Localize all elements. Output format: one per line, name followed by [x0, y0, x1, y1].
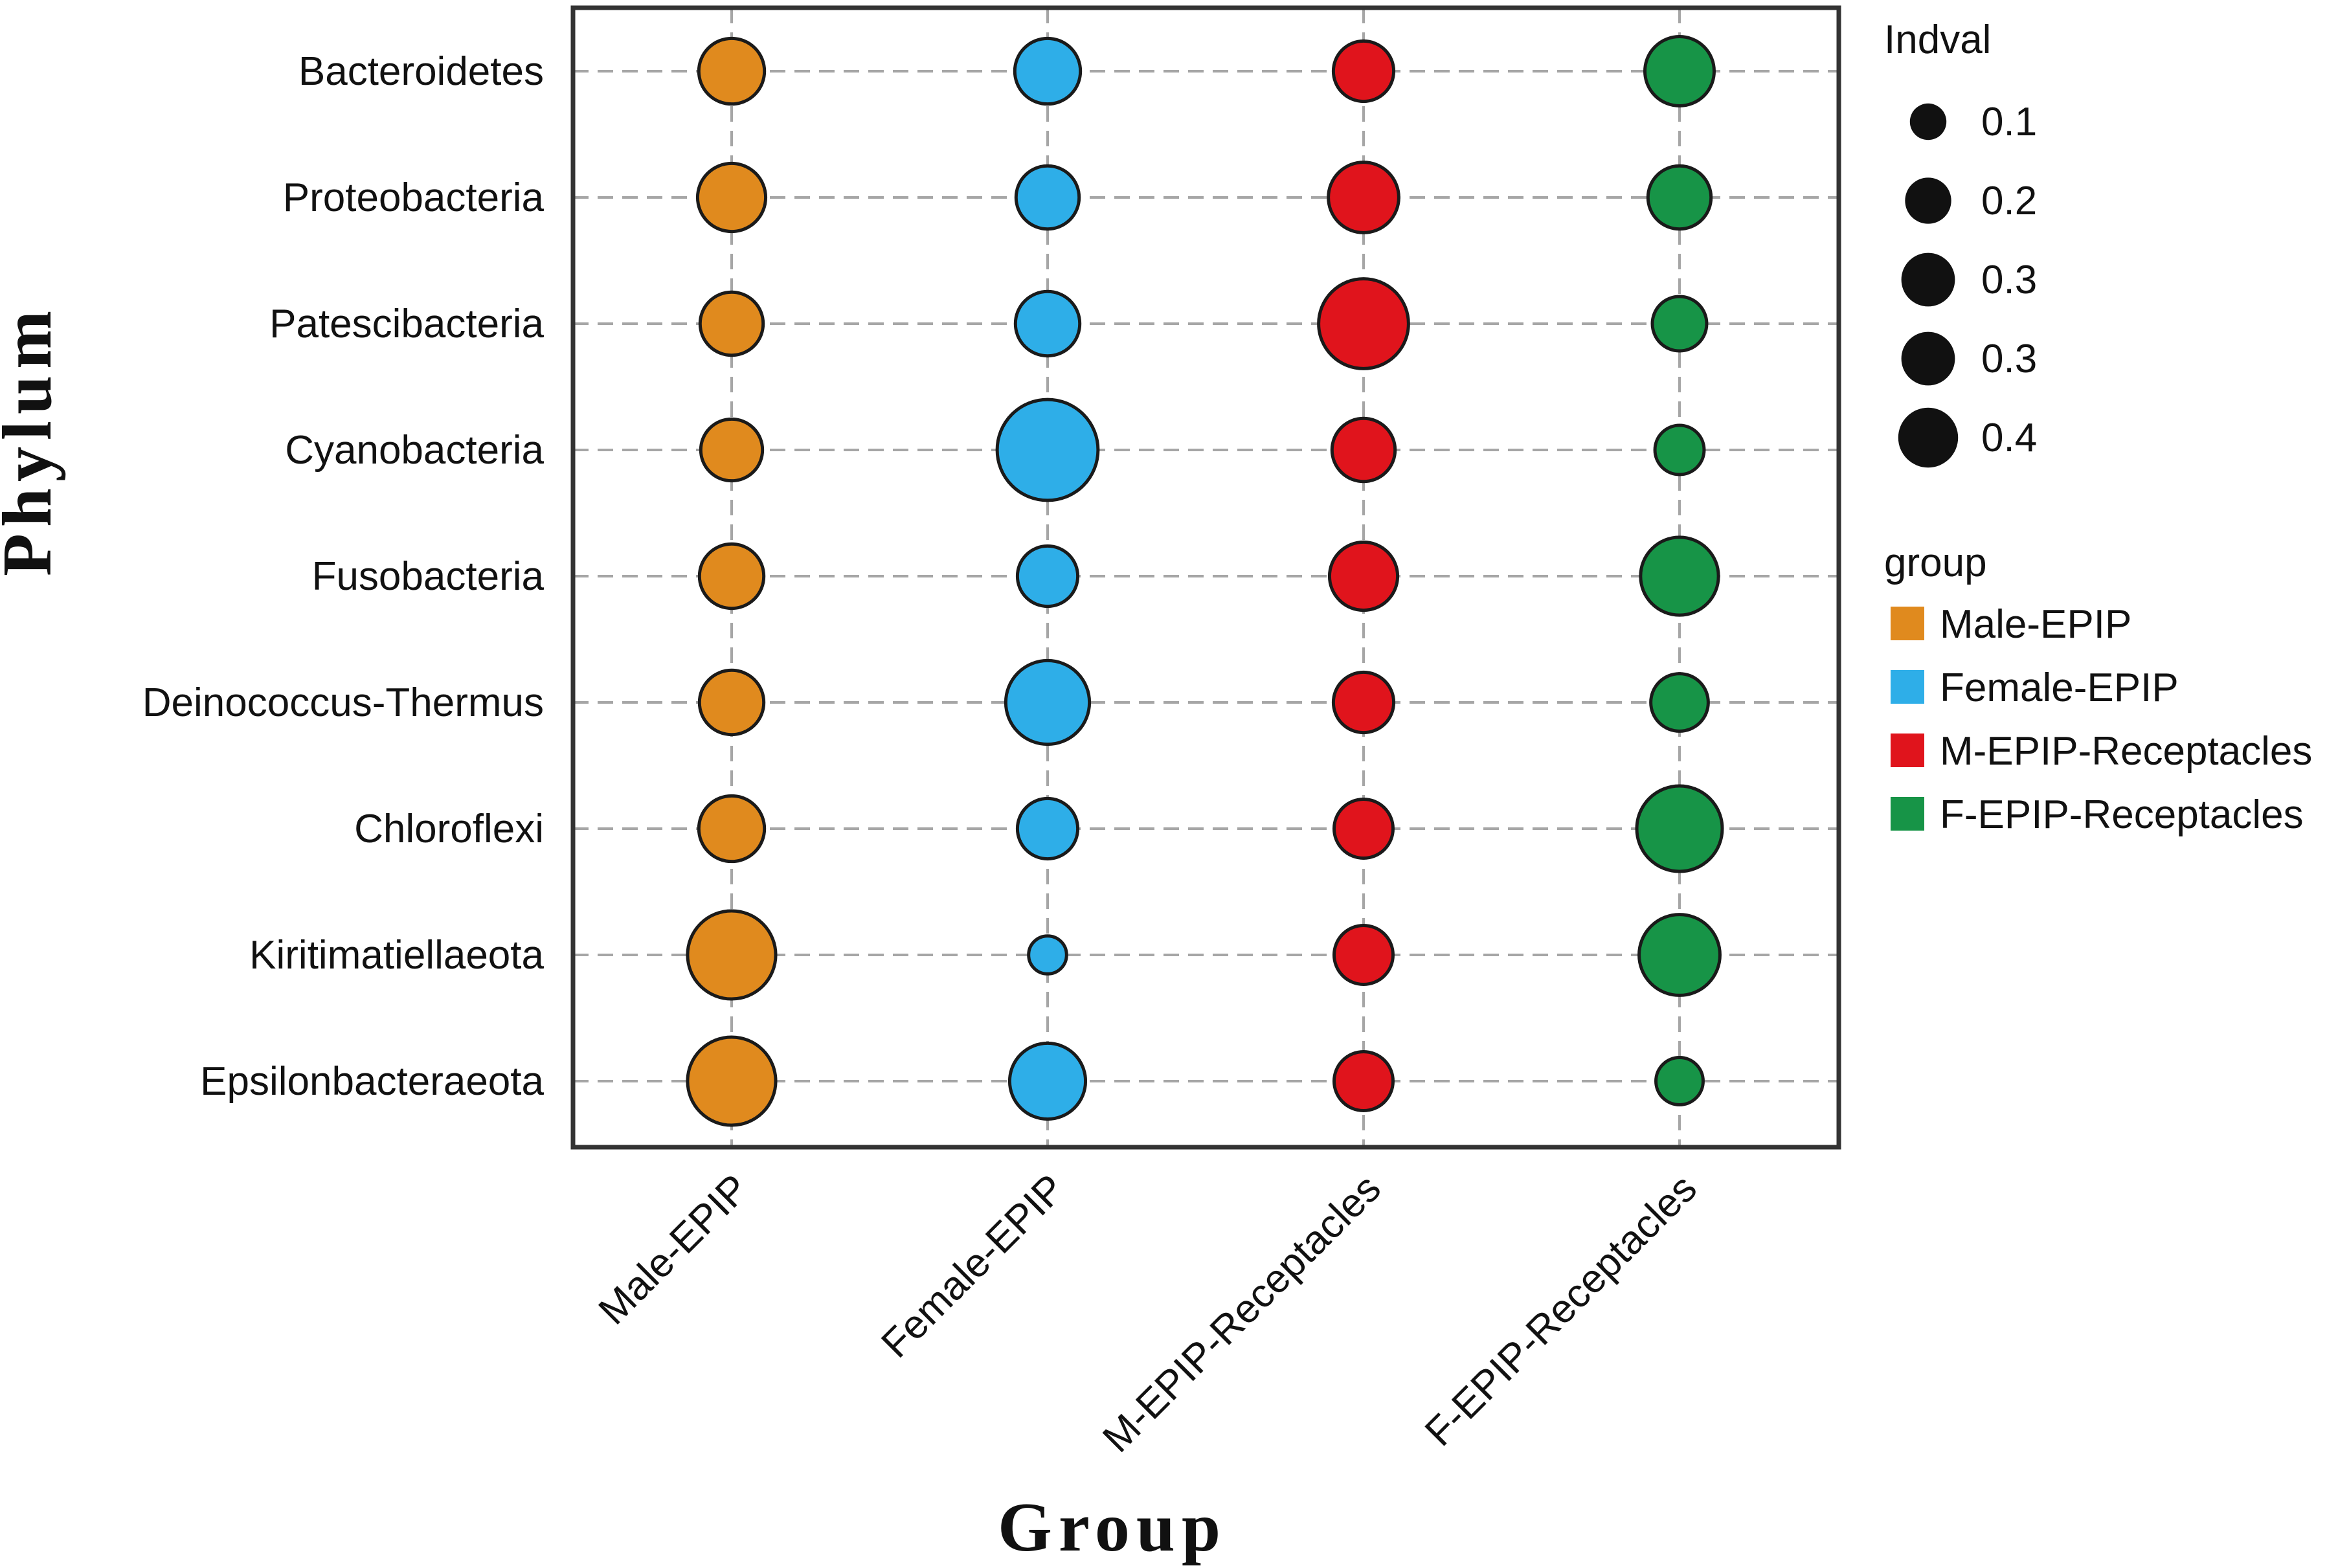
size-legend-label: 0.1: [1981, 100, 2037, 144]
color-legend-swatch: [1891, 797, 1924, 831]
size-legend-dot: [1909, 103, 1947, 140]
bubble-male-epip-cyanobacteria: [699, 417, 765, 483]
bubble-female-epip-fusobacteria: [1015, 544, 1080, 609]
y-tick-label: Chloroflexi: [354, 807, 544, 851]
x-tick-label: Female-EPIP: [873, 1166, 1073, 1366]
color-legend-swatch: [1891, 607, 1924, 640]
y-tick-label: Kiritimatiellaeota: [249, 933, 544, 978]
bubble-m-epip-receptacles-patescibacteria: [1317, 277, 1410, 370]
bubble-female-epip-deinococcus-thermus: [1004, 658, 1092, 746]
bubble-male-epip-proteobacteria: [695, 161, 768, 234]
y-tick-label: Bacteroidetes: [298, 49, 544, 94]
color-legend: Male-EPIP Female-EPIP M-EPIP-Receptacles F-…: [1891, 602, 2312, 837]
bubble-m-epip-receptacles-proteobacteria: [1327, 161, 1400, 234]
color-legend-label: Female-EPIP: [1940, 666, 2179, 710]
color-legend-swatch: [1891, 670, 1924, 704]
y-tick-label: Deinococcus-Thermus: [142, 680, 544, 725]
bubble-male-epip-deinococcus-thermus: [697, 668, 766, 737]
bubble-m-epip-receptacles-cyanobacteria: [1330, 416, 1397, 484]
bubble-male-epip-fusobacteria: [697, 542, 766, 610]
color-legend-label: F-EPIP-Receptacles: [1940, 792, 2304, 837]
bubble-female-epip-proteobacteria: [1014, 164, 1081, 231]
color-legend-title: group: [1884, 541, 1987, 585]
size-legend-dot: [1901, 331, 1955, 386]
y-tick-labels: Bacteroidetes Proteobacteria Patescibacter…: [142, 49, 545, 1104]
size-legend-label: 0.3: [1981, 258, 2037, 302]
bubble-female-epip-chloroflexi: [1015, 796, 1080, 861]
bubble-male-epip-epsilonbacteraeota: [686, 1035, 778, 1127]
bubble-m-epip-receptacles-epsilonbacteraeota: [1332, 1050, 1395, 1112]
bubble-male-epip-chloroflexi: [697, 794, 767, 864]
y-tick-label: Proteobacteria: [283, 175, 545, 220]
bubble-female-epip-bacteroidetes: [1013, 36, 1083, 106]
bubble-male-epip-bacteroidetes: [697, 36, 767, 106]
bubble-f-epip-receptacles-fusobacteria: [1639, 535, 1720, 617]
bubble-f-epip-receptacles-chloroflexi: [1635, 784, 1724, 873]
size-legend: 0.1 0.2 0.3 0.3 0.4: [1898, 100, 2037, 468]
x-tick-label: M-EPIP-Receptacles: [1094, 1166, 1389, 1461]
y-tick-label: Fusobacteria: [312, 554, 545, 599]
bubble-f-epip-receptacles-bacteroidetes: [1643, 35, 1716, 107]
size-legend-dot: [1905, 177, 1951, 224]
bubble-m-epip-receptacles-fusobacteria: [1327, 540, 1400, 612]
color-legend-label: Male-EPIP: [1940, 602, 2131, 647]
bubble-f-epip-receptacles-cyanobacteria: [1653, 423, 1706, 476]
bubble-female-epip-kiritimatiellaeota: [1027, 934, 1068, 976]
bubble-female-epip-epsilonbacteraeota: [1007, 1041, 1088, 1121]
x-tick-label: F-EPIP-Receptacles: [1417, 1166, 1705, 1455]
y-tick-label: Patescibacteria: [269, 302, 544, 346]
x-tick-labels: Male-EPIP Female-EPIP M-EPIP-Receptacles F-…: [590, 1166, 1705, 1461]
bubble-m-epip-receptacles-kiritimatiellaeota: [1332, 924, 1395, 986]
color-legend-swatch: [1891, 734, 1924, 767]
bubble-male-epip-patescibacteria: [698, 290, 765, 357]
x-axis-title: Group: [998, 1489, 1227, 1566]
bubble-f-epip-receptacles-proteobacteria: [1646, 164, 1713, 231]
x-tick-label: Male-EPIP: [590, 1166, 758, 1333]
bubble-m-epip-receptacles-bacteroidetes: [1331, 39, 1396, 104]
size-legend-dot: [1901, 252, 1955, 307]
bubble-f-epip-receptacles-deinococcus-thermus: [1649, 672, 1710, 733]
bubble-f-epip-receptacles-patescibacteria: [1650, 295, 1709, 353]
bubble-m-epip-receptacles-deinococcus-thermus: [1331, 670, 1396, 735]
bubble-female-epip-cyanobacteria: [995, 398, 1100, 502]
y-tick-label: Epsilonbacteraeota: [200, 1059, 544, 1104]
bubble-f-epip-receptacles-kiritimatiellaeota: [1637, 913, 1722, 997]
bubbles: [686, 35, 1724, 1127]
bubble-f-epip-receptacles-epsilonbacteraeota: [1654, 1056, 1705, 1106]
bubble-male-epip-kiritimatiellaeota: [686, 909, 778, 1001]
size-legend-dot: [1898, 407, 1959, 468]
plot-frame: [570, 5, 1841, 1150]
bubble-m-epip-receptacles-chloroflexi: [1332, 798, 1395, 860]
color-legend-label: M-EPIP-Receptacles: [1940, 729, 2312, 774]
y-tick-label: Cyanobacteria: [285, 428, 544, 473]
y-axis-title: Phylum: [0, 304, 66, 576]
size-legend-label: 0.4: [1981, 416, 2037, 460]
size-legend-title: Indval: [1884, 17, 1991, 62]
bubble-female-epip-patescibacteria: [1013, 289, 1082, 358]
size-legend-label: 0.2: [1981, 179, 2037, 223]
size-legend-label: 0.3: [1981, 337, 2037, 381]
